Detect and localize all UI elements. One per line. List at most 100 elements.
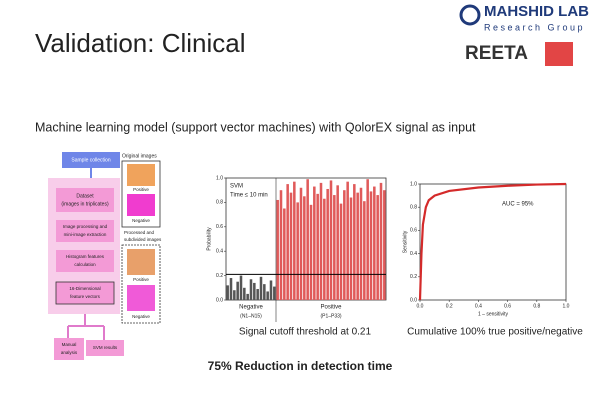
- side-label: Processed and: [124, 230, 155, 235]
- y-tick-label: 0.0: [216, 297, 223, 303]
- node-label: Manual: [62, 342, 77, 347]
- bar: [363, 201, 366, 300]
- y-tick-label: 1.0: [216, 175, 223, 181]
- bar: [356, 192, 359, 300]
- chart-title: SVM: [230, 184, 243, 190]
- bar: [296, 202, 299, 300]
- partner-icon: [545, 42, 573, 66]
- node-box: [56, 220, 114, 242]
- title: Validation: Clinical: [35, 28, 246, 58]
- node-label: SVM results: [93, 345, 118, 350]
- node-box: [55, 281, 115, 305]
- node-box: [62, 152, 120, 168]
- bar: [336, 185, 339, 300]
- bar: [319, 182, 323, 300]
- group-sublabel: (P1–P33): [320, 313, 341, 319]
- bar: [256, 289, 259, 300]
- node-box: [54, 338, 84, 360]
- bar: [333, 195, 336, 300]
- bar: [246, 293, 249, 300]
- bar: [306, 179, 309, 300]
- bar: [226, 285, 229, 300]
- y-tick-label: 0.6: [216, 224, 223, 230]
- side-label: subdivided images: [124, 237, 162, 242]
- partner-logo: REETA: [465, 43, 528, 64]
- roc-curve: [418, 182, 567, 301]
- annotation: AUC = 95%: [502, 202, 534, 208]
- x-tick-label: 0.0: [417, 303, 424, 309]
- node-box: [56, 188, 114, 212]
- bar: [229, 278, 233, 300]
- bar: [339, 203, 343, 300]
- node-label: feature vectors: [70, 294, 101, 299]
- x-tick-label: 0.2: [446, 303, 453, 309]
- node-label: analysis: [61, 350, 78, 355]
- side-label: Positive: [133, 187, 149, 192]
- bar: [266, 291, 269, 300]
- bar: [236, 281, 239, 300]
- bar: [253, 282, 256, 300]
- bar: [293, 181, 296, 300]
- bar: [359, 187, 363, 300]
- image-negative: [127, 194, 155, 216]
- image-positive: [127, 249, 155, 275]
- bar: [366, 179, 369, 300]
- bar: [316, 193, 319, 300]
- bar: [303, 196, 306, 300]
- bar: [383, 190, 386, 300]
- node-label: (images in triplicates): [61, 201, 109, 207]
- x-tick-label: 0.6: [504, 303, 511, 309]
- bar: [243, 287, 246, 300]
- group-label: Negative: [239, 305, 263, 311]
- node-box: [86, 340, 124, 356]
- plot-frame: [419, 183, 567, 301]
- bar: [373, 186, 376, 300]
- x-axis-label: 1 – sensitivity: [478, 311, 509, 317]
- bar: [309, 204, 313, 300]
- y-tick-label: 0.4: [216, 249, 223, 255]
- bar: [259, 276, 263, 300]
- bar: [369, 191, 373, 300]
- x-tick-label: 0.4: [475, 303, 482, 309]
- bar: [326, 188, 329, 300]
- y-tick-label: 0.2: [216, 273, 223, 279]
- bar: [379, 182, 383, 300]
- y-axis-label: Probability: [206, 227, 212, 251]
- bar: [279, 190, 283, 300]
- y-tick-label: 0.6: [410, 228, 417, 234]
- node-label: Histogram features: [66, 254, 105, 259]
- bar: [273, 286, 276, 300]
- node-label: mini-image extraction: [64, 232, 107, 237]
- flowchart: Sample collection Dataset (images in tri…: [48, 152, 162, 360]
- y-tick-label: 0.8: [216, 200, 223, 206]
- bar: [376, 195, 379, 300]
- highlight: 75% Reduction in detection time: [208, 359, 393, 373]
- caption: Signal cutoff threshold at 0.21: [239, 327, 372, 338]
- x-tick-label: 0.8: [533, 303, 540, 309]
- lab-icon: [459, 4, 481, 26]
- bar: [286, 184, 289, 300]
- node-box: [56, 250, 114, 272]
- bar: [289, 192, 293, 300]
- image-positive: [127, 164, 155, 186]
- side-label: Negative: [132, 314, 150, 319]
- subtitle: Machine learning model (support vector m…: [35, 120, 476, 134]
- chart-subtitle: Time ≤ 10 min: [230, 193, 268, 199]
- y-tick-label: 0.4: [410, 251, 417, 257]
- bar: [269, 280, 273, 300]
- bar: [233, 290, 236, 300]
- bar: [353, 184, 356, 300]
- caption: Cumulative 100% true positive/negative: [407, 327, 583, 338]
- image-negative: [127, 285, 155, 311]
- bar: [313, 186, 316, 300]
- side-label: Positive: [133, 277, 149, 282]
- bar: [249, 279, 253, 300]
- y-tick-label: 0.2: [410, 274, 417, 280]
- y-tick-label: 0.8: [410, 205, 417, 211]
- bar: [299, 187, 303, 300]
- bar: [323, 198, 326, 300]
- node-label: calculation: [74, 262, 96, 267]
- lab-name: MAHSHID LAB: [484, 3, 589, 20]
- x-tick-label: 1.0: [563, 303, 570, 309]
